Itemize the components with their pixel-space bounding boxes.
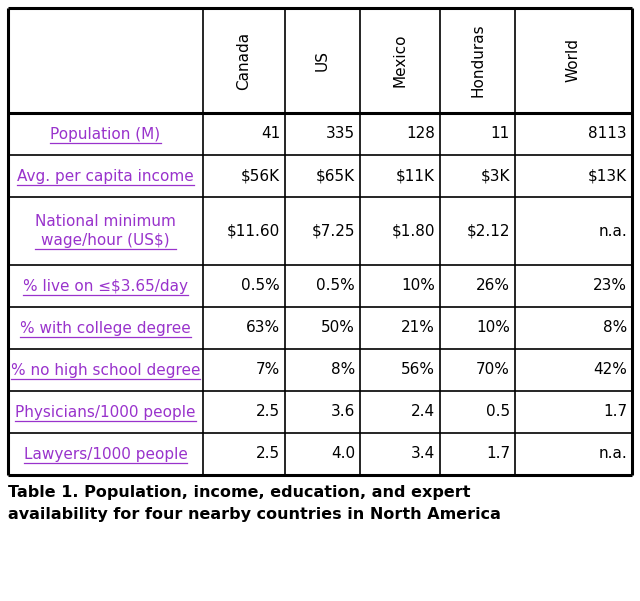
Text: % live on ≤$3.65/day: % live on ≤$3.65/day	[23, 278, 188, 293]
Text: World: World	[566, 38, 581, 82]
Text: $11.60: $11.60	[227, 224, 280, 239]
Text: $1.80: $1.80	[392, 224, 435, 239]
Text: % no high school degree: % no high school degree	[11, 362, 200, 377]
Text: Population (M): Population (M)	[51, 126, 161, 141]
Text: 0.5%: 0.5%	[316, 278, 355, 293]
Text: $65K: $65K	[316, 168, 355, 183]
Text: 8%: 8%	[603, 320, 627, 335]
Text: 335: 335	[326, 126, 355, 141]
Text: 0.5%: 0.5%	[241, 278, 280, 293]
Text: Physicians/1000 people: Physicians/1000 people	[15, 404, 196, 419]
Text: Mexico: Mexico	[392, 34, 408, 87]
Text: availability for four nearby countries in North America: availability for four nearby countries i…	[8, 507, 501, 522]
Text: 128: 128	[406, 126, 435, 141]
Text: Honduras: Honduras	[470, 23, 485, 97]
Text: 56%: 56%	[401, 362, 435, 377]
Text: 10%: 10%	[476, 320, 510, 335]
Text: 2.5: 2.5	[256, 404, 280, 419]
Text: n.a.: n.a.	[598, 447, 627, 462]
Text: $3K: $3K	[481, 168, 510, 183]
Text: National minimum
wage/hour (US$): National minimum wage/hour (US$)	[35, 214, 176, 248]
Text: 2.4: 2.4	[411, 404, 435, 419]
Text: 26%: 26%	[476, 278, 510, 293]
Text: 2.5: 2.5	[256, 447, 280, 462]
Text: 3.6: 3.6	[331, 404, 355, 419]
Text: 3.4: 3.4	[411, 447, 435, 462]
Text: Lawyers/1000 people: Lawyers/1000 people	[24, 447, 188, 462]
Text: 8113: 8113	[588, 126, 627, 141]
Text: % with college degree: % with college degree	[20, 320, 191, 335]
Text: $7.25: $7.25	[312, 224, 355, 239]
Text: 8%: 8%	[331, 362, 355, 377]
Text: 63%: 63%	[246, 320, 280, 335]
Text: 11: 11	[491, 126, 510, 141]
Text: Table 1. Population, income, education, and expert: Table 1. Population, income, education, …	[8, 485, 470, 500]
Text: 42%: 42%	[593, 362, 627, 377]
Text: 10%: 10%	[401, 278, 435, 293]
Text: Canada: Canada	[237, 31, 252, 90]
Text: $13K: $13K	[588, 168, 627, 183]
Text: US: US	[315, 50, 330, 71]
Text: 7%: 7%	[256, 362, 280, 377]
Text: n.a.: n.a.	[598, 224, 627, 239]
Text: 1.7: 1.7	[603, 404, 627, 419]
Text: Avg. per capita income: Avg. per capita income	[17, 168, 194, 183]
Text: 4.0: 4.0	[331, 447, 355, 462]
Text: 70%: 70%	[476, 362, 510, 377]
Text: $11K: $11K	[396, 168, 435, 183]
Text: 0.5: 0.5	[486, 404, 510, 419]
Text: $2.12: $2.12	[467, 224, 510, 239]
Text: $56K: $56K	[241, 168, 280, 183]
Text: 41: 41	[260, 126, 280, 141]
Text: 1.7: 1.7	[486, 447, 510, 462]
Text: 23%: 23%	[593, 278, 627, 293]
Text: 50%: 50%	[321, 320, 355, 335]
Text: 21%: 21%	[401, 320, 435, 335]
